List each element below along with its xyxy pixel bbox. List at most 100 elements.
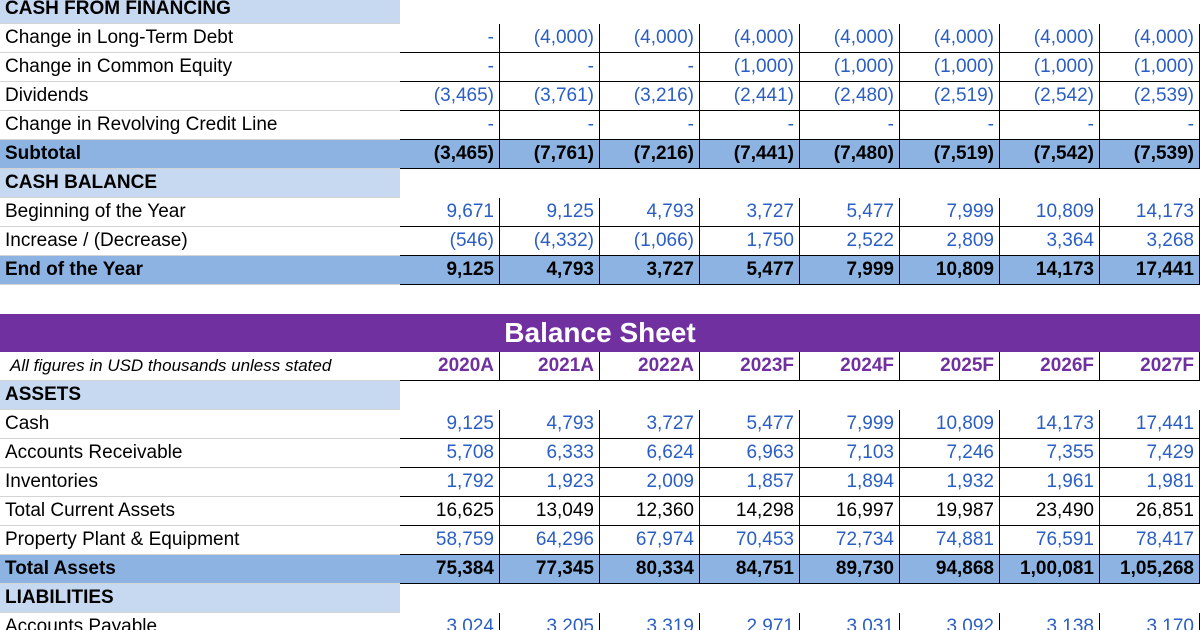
value-cell: 4,793	[600, 198, 700, 227]
value-cell: 84,751	[700, 555, 800, 584]
value-cell: (1,000)	[1000, 53, 1100, 82]
value-cell: 14,173	[1000, 410, 1100, 439]
value-cell: (4,000)	[1000, 24, 1100, 53]
year-header: 2027F	[1100, 352, 1200, 381]
row-label: Increase / (Decrease)	[0, 227, 400, 256]
value-cell: (4,000)	[900, 24, 1000, 53]
value-cell: (4,000)	[600, 24, 700, 53]
value-cell: 1,750	[700, 227, 800, 256]
value-cell: 5,477	[700, 410, 800, 439]
year-header: 2026F	[1000, 352, 1100, 381]
value-cell: 2,971	[700, 613, 800, 630]
value-cell: -	[1000, 111, 1100, 140]
value-cell: 3,031	[800, 613, 900, 630]
value-cell: (7,441)	[700, 140, 800, 169]
value-cell: (4,000)	[700, 24, 800, 53]
row-label: End of the Year	[0, 256, 400, 285]
value-cell: 7,999	[800, 410, 900, 439]
value-cell: 3,727	[600, 410, 700, 439]
value-cell: 74,881	[900, 526, 1000, 555]
value-cell: (7,216)	[600, 140, 700, 169]
row-label: Beginning of the Year	[0, 198, 400, 227]
value-cell: (4,000)	[800, 24, 900, 53]
value-cell: 16,997	[800, 497, 900, 526]
value-cell: 9,671	[400, 198, 500, 227]
value-cell: 2,809	[900, 227, 1000, 256]
value-cell: (2,542)	[1000, 82, 1100, 111]
value-cell: 77,345	[500, 555, 600, 584]
row-label: Cash	[0, 410, 400, 439]
value-cell: 72,734	[800, 526, 900, 555]
value-cell: 3,727	[700, 198, 800, 227]
value-cell: 7,999	[800, 256, 900, 285]
value-cell: (546)	[400, 227, 500, 256]
value-cell: (3,216)	[600, 82, 700, 111]
value-cell: 26,851	[1100, 497, 1200, 526]
value-cell: 3,092	[900, 613, 1000, 630]
value-cell: 7,103	[800, 439, 900, 468]
value-cell: 80,334	[600, 555, 700, 584]
value-cell: -	[400, 111, 500, 140]
row-label: Total Assets	[0, 555, 400, 584]
value-cell: 10,809	[1000, 198, 1100, 227]
value-cell: (2,539)	[1100, 82, 1200, 111]
value-cell: 1,792	[400, 468, 500, 497]
value-cell: (4,000)	[1100, 24, 1200, 53]
value-cell: -	[1100, 111, 1200, 140]
row-label: CASH FROM FINANCING	[0, 0, 400, 24]
value-cell: 13,049	[500, 497, 600, 526]
value-cell: (4,332)	[500, 227, 600, 256]
value-cell: (7,480)	[800, 140, 900, 169]
value-cell: (2,519)	[900, 82, 1000, 111]
value-cell: (7,519)	[900, 140, 1000, 169]
year-header: 2022A	[600, 352, 700, 381]
row-label: LIABILITIES	[0, 584, 400, 613]
value-cell: (1,000)	[700, 53, 800, 82]
balance-sheet-title: Balance Sheet	[0, 314, 1200, 352]
value-cell: 3,319	[600, 613, 700, 630]
value-cell: (1,066)	[600, 227, 700, 256]
year-header: 2023F	[700, 352, 800, 381]
value-cell: 7,355	[1000, 439, 1100, 468]
value-cell: 4,793	[500, 256, 600, 285]
row-label: ASSETS	[0, 381, 400, 410]
value-cell: (1,000)	[800, 53, 900, 82]
value-cell: 12,360	[600, 497, 700, 526]
value-cell: 5,708	[400, 439, 500, 468]
value-cell: 94,868	[900, 555, 1000, 584]
value-cell: 6,624	[600, 439, 700, 468]
value-cell: 10,809	[900, 410, 1000, 439]
value-cell: 1,981	[1100, 468, 1200, 497]
value-cell: 14,298	[700, 497, 800, 526]
value-cell: 23,490	[1000, 497, 1100, 526]
value-cell: 14,173	[1000, 256, 1100, 285]
value-cell: 4,793	[500, 410, 600, 439]
value-cell: 7,429	[1100, 439, 1200, 468]
row-label: Change in Common Equity	[0, 53, 400, 82]
value-cell: 10,809	[900, 256, 1000, 285]
value-cell: 1,894	[800, 468, 900, 497]
value-cell: 75,384	[400, 555, 500, 584]
row-label: Inventories	[0, 468, 400, 497]
value-cell: 16,625	[400, 497, 500, 526]
row-label: Accounts Payable	[0, 613, 400, 630]
value-cell: 1,00,081	[1000, 555, 1100, 584]
value-cell: 17,441	[1100, 256, 1200, 285]
row-label: Accounts Receivable	[0, 439, 400, 468]
value-cell: 6,333	[500, 439, 600, 468]
value-cell: 7,246	[900, 439, 1000, 468]
row-label: Dividends	[0, 82, 400, 111]
value-cell: (7,761)	[500, 140, 600, 169]
value-cell: 2,522	[800, 227, 900, 256]
value-cell: 3,170	[1100, 613, 1200, 630]
value-cell: (1,000)	[1100, 53, 1200, 82]
value-cell: (1,000)	[900, 53, 1000, 82]
value-cell: (3,761)	[500, 82, 600, 111]
row-label: Property Plant & Equipment	[0, 526, 400, 555]
value-cell: -	[500, 53, 600, 82]
value-cell: 5,477	[800, 198, 900, 227]
value-cell: 76,591	[1000, 526, 1100, 555]
value-cell: (3,465)	[400, 140, 500, 169]
row-label: CASH BALANCE	[0, 169, 400, 198]
value-cell: 14,173	[1100, 198, 1200, 227]
